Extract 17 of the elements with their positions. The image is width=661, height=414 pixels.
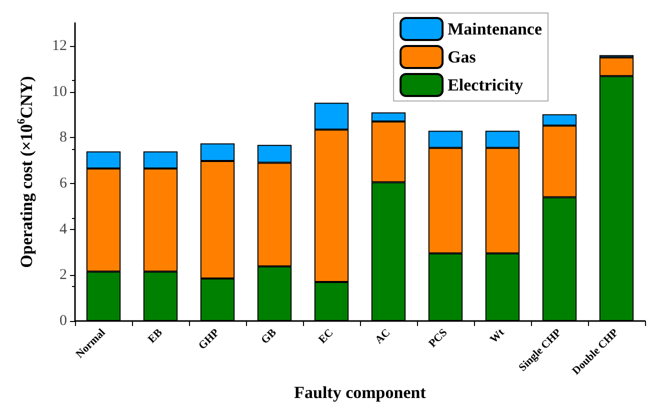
x-tick-label: Wt [488, 326, 507, 346]
y-tick-label: 10 [52, 84, 67, 100]
y-tick-label: 0 [60, 312, 67, 329]
x-tick-label: AC [373, 326, 393, 346]
x-tick-label: EB [146, 326, 166, 346]
legend-label: Maintenance [448, 20, 542, 38]
y-tick-label: 8 [60, 130, 67, 146]
legend-label: Electricity [448, 76, 524, 94]
y-tick-label: 2 [60, 267, 67, 284]
x-tick-label: EC [316, 326, 336, 346]
y-axis-title: Operating cost (×106CNY) [16, 76, 36, 268]
y-tick-label: 12 [52, 38, 67, 54]
y-tick-label: 6 [60, 175, 68, 192]
x-tick-label: GB [259, 326, 280, 346]
y-tick-label: 4 [60, 221, 68, 238]
x-axis-title: Faulty component [294, 383, 426, 402]
legend-label: Gas [448, 48, 476, 66]
